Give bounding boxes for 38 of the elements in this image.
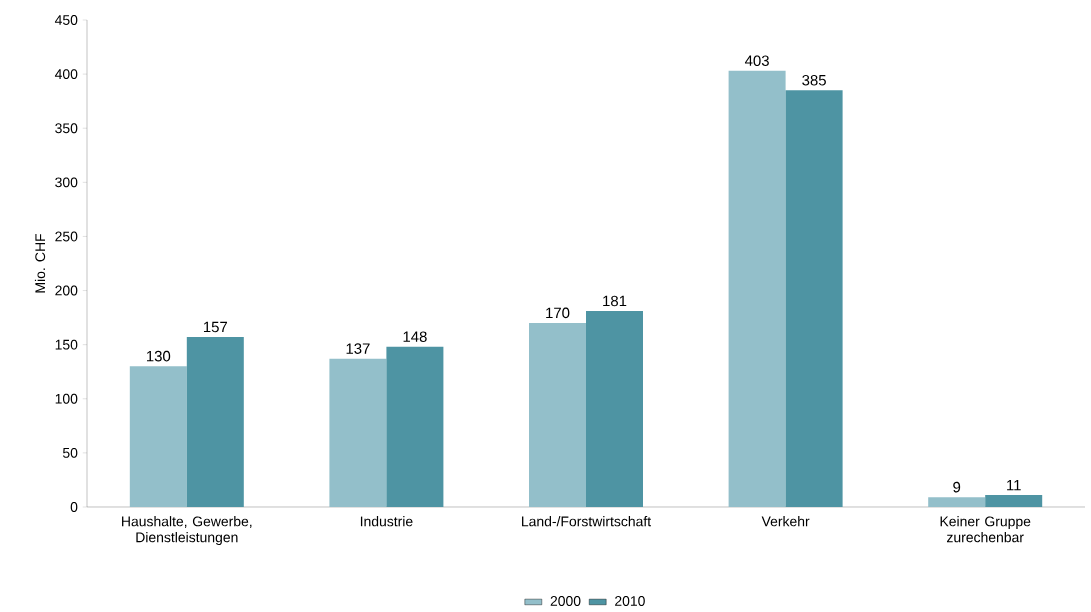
bar bbox=[928, 497, 986, 508]
bar bbox=[186, 337, 244, 508]
data-label: 130 bbox=[146, 350, 171, 362]
data-label: 9 bbox=[953, 481, 961, 493]
x-tick-label: Industrie bbox=[360, 516, 413, 527]
bar bbox=[129, 366, 187, 508]
bar bbox=[529, 323, 586, 508]
bar bbox=[329, 358, 387, 508]
bar bbox=[985, 495, 1043, 508]
data-label: 11 bbox=[1007, 480, 1021, 491]
y-tick-label: 300 bbox=[55, 177, 78, 188]
bar bbox=[586, 311, 643, 508]
y-tick-label: 350 bbox=[55, 123, 78, 134]
y-tick-label: 150 bbox=[55, 339, 78, 350]
data-label: 170 bbox=[546, 307, 570, 319]
y-tick-label: 250 bbox=[55, 231, 78, 242]
bar bbox=[386, 346, 444, 508]
bar bbox=[785, 90, 843, 508]
data-label: 403 bbox=[744, 55, 769, 67]
x-tick-label: Haushalte, Gewerbe, Dienstleistungen bbox=[122, 516, 252, 546]
data-label: 385 bbox=[802, 74, 826, 86]
y-axis-title: Mio. CHF bbox=[34, 234, 46, 293]
data-label: 137 bbox=[346, 343, 370, 354]
data-label: 157 bbox=[203, 321, 228, 333]
y-tick-label: 0 bbox=[70, 502, 78, 512]
y-tick-label: 100 bbox=[55, 393, 78, 404]
y-tick-label: 50 bbox=[62, 448, 78, 458]
x-tick-label: Keiner Gruppe zurechenbar bbox=[940, 516, 1031, 543]
legend-label: 2010 bbox=[615, 596, 645, 606]
bar bbox=[728, 70, 786, 508]
x-tick-label: Verkehr bbox=[761, 516, 810, 527]
y-tick-label: 450 bbox=[54, 15, 78, 25]
y-tick-label: 200 bbox=[55, 285, 78, 296]
data-label: 181 bbox=[603, 295, 627, 307]
data-label: 148 bbox=[403, 331, 427, 343]
y-tick-label: 400 bbox=[54, 69, 78, 80]
legend-label: 2000 bbox=[550, 596, 581, 606]
x-tick-label: Land-/Forstwirtschaft bbox=[522, 516, 652, 527]
